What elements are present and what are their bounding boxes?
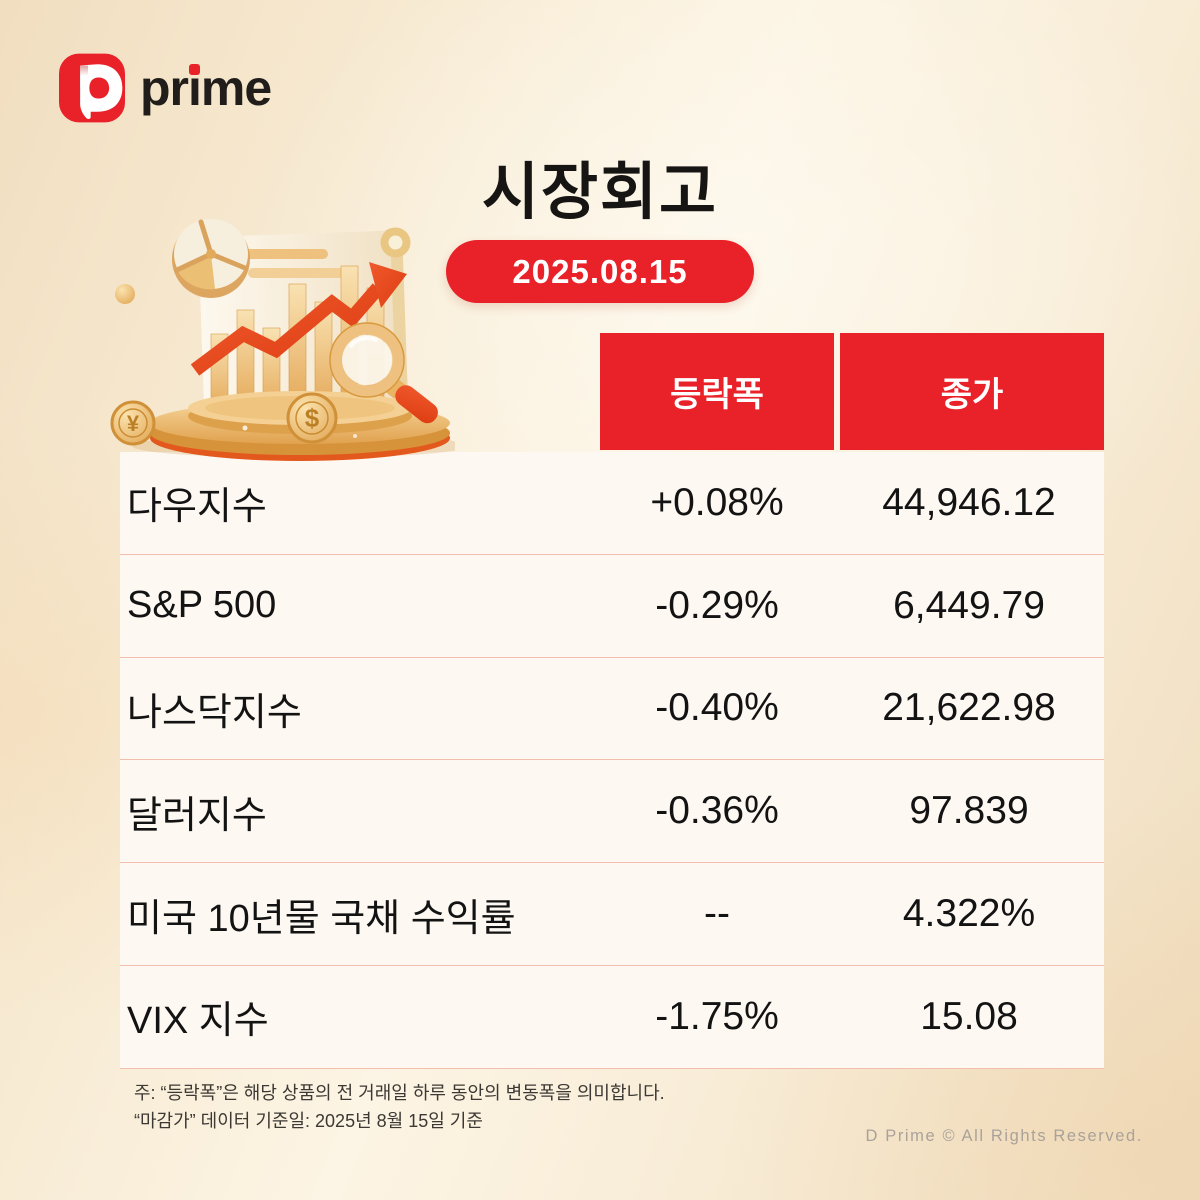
change-cell: -- [704,892,730,936]
change-cell: -0.29% [655,583,779,627]
index-name-cell: 미국 10년물 국채 수익률 [127,897,516,940]
table-row-vix: VIX 지수 -1.75% 15.08 [120,965,1104,1069]
financial-growth-illustration: ¥ $ [110,219,455,461]
footnotes: 주: “등락폭”은 해당 상품의 전 거래일 하루 동안의 변동폭을 의미합니다… [134,1079,665,1135]
table-row-us10y-treasury: 미국 10년물 국채 수익률 -- 4.322% [120,863,1104,966]
decor-sphere [115,284,135,304]
index-name-cell: S&P 500 [127,584,277,627]
d-prime-logo-icon [59,53,125,123]
index-name-cell: VIX 지수 [127,1000,269,1043]
svg-text:$: $ [305,403,320,433]
index-name-cell: 나스닥지수 [127,691,302,734]
footnote-line1: 주: “등락폭”은 해당 상품의 전 거래일 하루 동안의 변동폭을 의미합니다… [134,1083,665,1103]
table-row-nasdaq: 나스닥지수 -0.40% 21,622.98 [120,657,1104,761]
wordmark-post: me [200,60,272,116]
decor-dash [240,249,328,259]
page-title: 시장회고 [481,158,719,227]
close-cell: 4.322% [902,892,1036,936]
wordmark-i: i [188,52,202,124]
close-cell: 44,946.12 [882,480,1056,524]
table-row-dow: 다우지수 +0.08% 44,946.12 [120,452,1104,555]
close-cell: 97.839 [909,789,1029,833]
brand-wordmark: pr i me [140,52,272,124]
change-cell: -1.75% [655,994,779,1038]
market-table: 다우지수 +0.08% 44,946.12 S&P 500 -0.29% 6,4… [120,452,1104,1069]
svg-text:¥: ¥ [127,411,140,436]
footnote-line2: “마감가” 데이터 기준일: 2025년 8월 15일 기준 [134,1111,483,1131]
up-trend-arrow-icon [190,262,407,376]
pie-chart-icon [172,219,250,298]
close-cell: 21,622.98 [882,686,1056,730]
index-name-cell: 달러지수 [127,794,267,837]
close-cell: 15.08 [920,994,1018,1038]
close-cell: 6,449.79 [893,583,1045,627]
magnifier-icon [329,322,438,424]
change-cell: -0.40% [655,686,779,730]
copyright: D Prime © All Rights Reserved. [865,1127,1143,1145]
index-name-cell: 다우지수 [127,486,267,529]
yen-coin-icon: ¥ [110,400,156,446]
brand-logo: pr i me [59,52,272,124]
table-row-dollar-index: 달러지수 -0.36% 97.839 [120,760,1104,864]
dollar-coin-icon: $ [286,392,338,444]
decor-dash [248,268,346,278]
wordmark-pre: pr [140,60,189,116]
change-cell: +0.08% [650,480,784,524]
date-badge: 2025.08.15 [446,240,754,303]
change-cell: -0.36% [655,789,779,833]
column-header-change: 등락폭 [600,333,834,450]
table-row-sp500: S&P 500 -0.29% 6,449.79 [120,554,1104,658]
column-header-close: 종가 [840,333,1104,450]
